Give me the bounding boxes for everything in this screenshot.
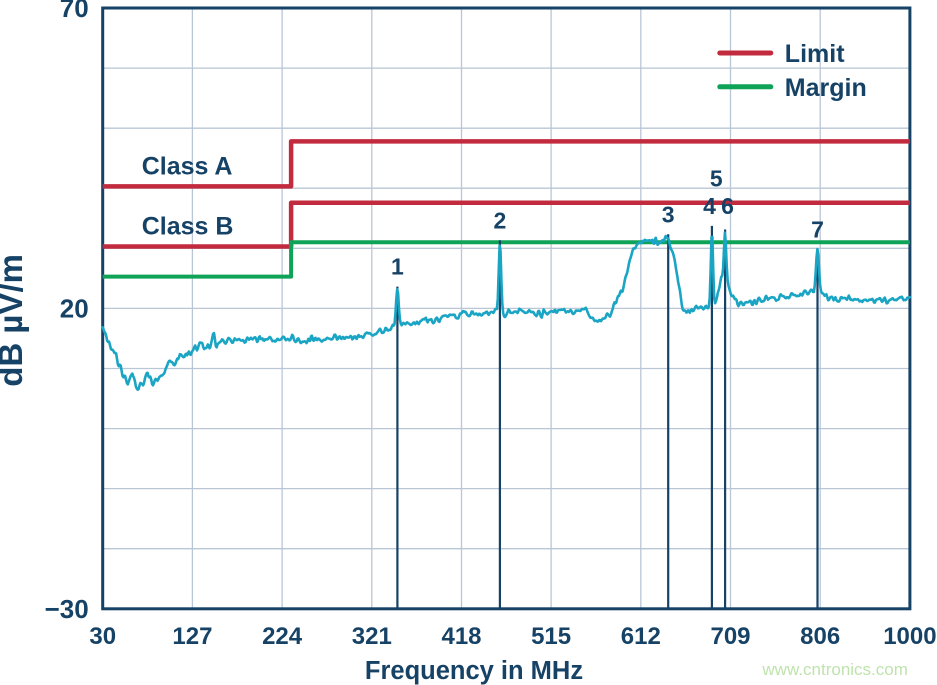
svg-text:70: 70: [60, 0, 89, 23]
svg-text:224: 224: [262, 623, 303, 650]
svg-text:4: 4: [703, 193, 716, 219]
svg-text:Frequency in MHz: Frequency in MHz: [365, 657, 583, 685]
svg-text:515: 515: [531, 623, 571, 650]
svg-text:709: 709: [710, 623, 750, 650]
svg-text:−30: −30: [45, 594, 89, 624]
svg-text:5: 5: [710, 165, 723, 191]
svg-text:Class B: Class B: [142, 213, 234, 241]
svg-text:dB µV/m: dB µV/m: [0, 254, 29, 387]
svg-text:Limit: Limit: [785, 40, 845, 68]
svg-text:2: 2: [494, 207, 507, 233]
svg-text:Margin: Margin: [785, 74, 867, 102]
svg-text:7: 7: [811, 216, 824, 242]
svg-text:6: 6: [721, 193, 734, 219]
svg-text:321: 321: [352, 623, 392, 650]
svg-text:3: 3: [662, 201, 675, 227]
svg-text:1: 1: [391, 254, 404, 280]
svg-text:www.cntronics.com: www.cntronics.com: [761, 660, 907, 679]
svg-text:Class A: Class A: [142, 152, 233, 180]
svg-text:30: 30: [89, 623, 116, 650]
svg-text:1000: 1000: [883, 623, 936, 650]
svg-text:127: 127: [172, 623, 212, 650]
svg-text:418: 418: [441, 623, 481, 650]
svg-text:20: 20: [60, 293, 89, 323]
svg-text:806: 806: [800, 623, 840, 650]
svg-text:612: 612: [621, 623, 661, 650]
